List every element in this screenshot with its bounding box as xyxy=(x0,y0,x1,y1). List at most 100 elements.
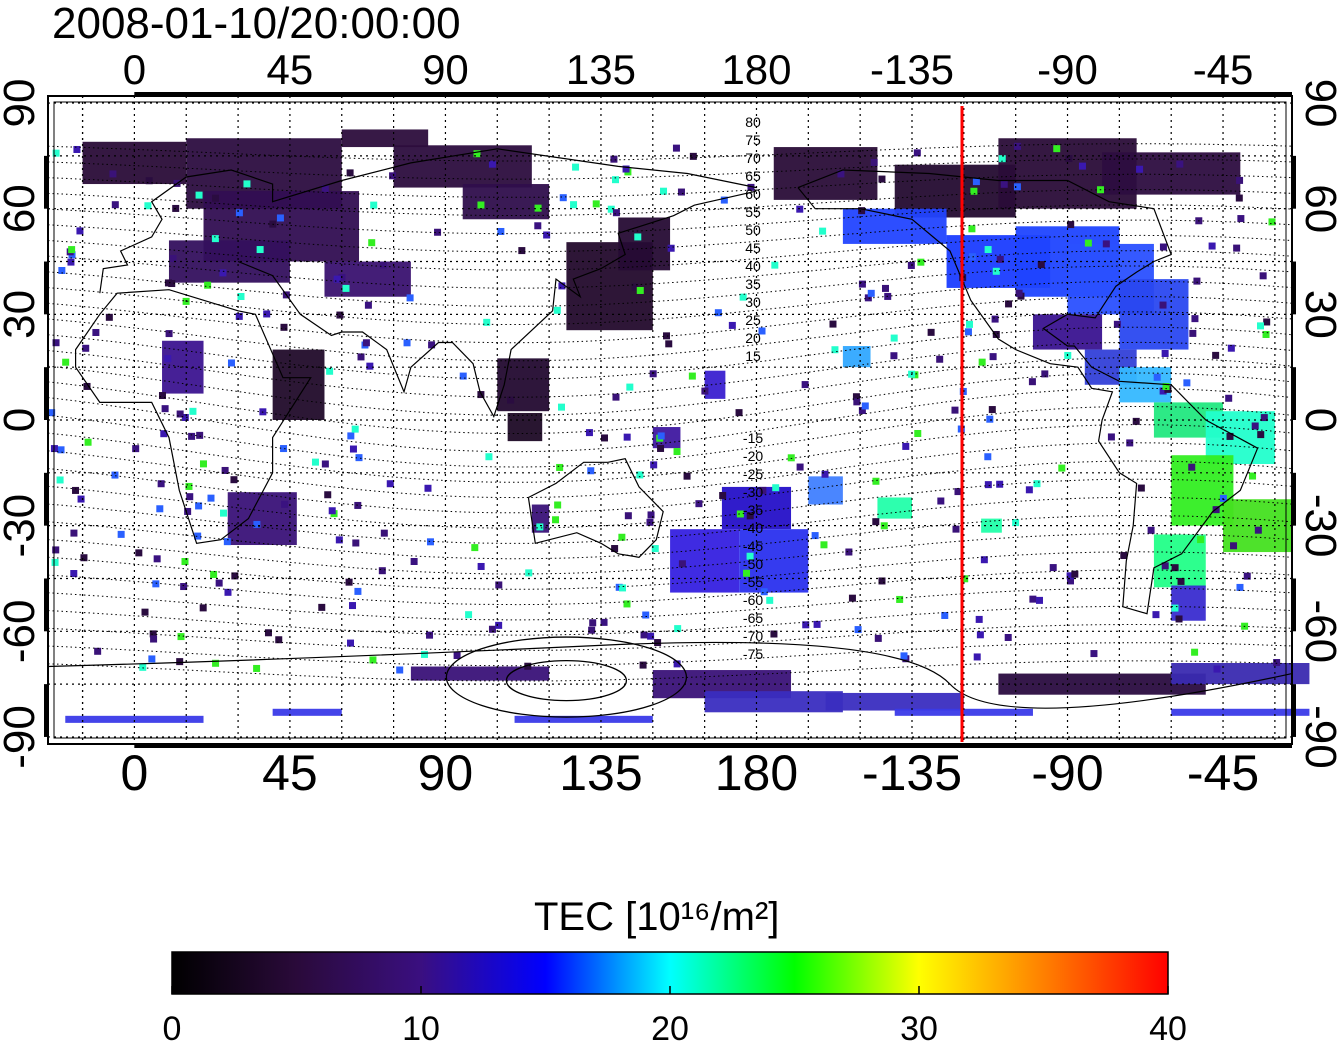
frame-bar xyxy=(44,261,48,315)
tec-pixel xyxy=(907,261,915,269)
tec-pixel xyxy=(927,328,935,336)
magnetic-lat-label: -55 xyxy=(743,574,763,590)
magnetic-lat-label: 35 xyxy=(745,276,761,292)
tec-pixel xyxy=(72,486,80,494)
tec-data-layer xyxy=(48,129,1310,723)
tec-pixel xyxy=(335,536,343,544)
tec-pixel xyxy=(534,204,542,212)
tec-pixel xyxy=(253,664,261,672)
tec-patch xyxy=(773,147,878,200)
tec-pixel xyxy=(507,396,515,404)
tec-pixel xyxy=(787,454,795,462)
tec-pixel xyxy=(349,445,357,453)
coastline xyxy=(99,148,757,294)
tec-pixel xyxy=(153,555,161,563)
tec-pixel xyxy=(677,188,685,196)
lat-label-right: 0 xyxy=(1296,408,1340,432)
graticule xyxy=(48,96,1292,744)
tec-pixel xyxy=(1212,351,1220,359)
tec-pixel xyxy=(854,626,862,634)
tec-pixel xyxy=(1197,536,1205,544)
tec-pixel xyxy=(636,286,644,294)
tec-patch xyxy=(272,708,342,716)
tec-pixel xyxy=(880,522,888,530)
tec-pixel xyxy=(984,481,992,489)
tec-pixel xyxy=(220,509,228,517)
tec-pixel xyxy=(913,149,921,157)
tec-pixel xyxy=(256,246,264,254)
tec-pixel xyxy=(695,500,703,508)
tec-pixel xyxy=(221,466,229,474)
tec-pixel xyxy=(1066,577,1074,585)
lat-label-left: -30 xyxy=(0,494,44,558)
tec-pixel xyxy=(743,569,751,577)
tec-patch xyxy=(842,208,947,244)
tec-patch xyxy=(65,715,204,723)
tec-pixel xyxy=(92,328,100,336)
tec-pixel xyxy=(861,402,869,410)
tec-pixel xyxy=(872,518,880,526)
lat-label-left: -60 xyxy=(0,600,44,664)
tec-pixel xyxy=(673,448,681,456)
tec-pixel xyxy=(105,313,113,321)
tec-pixel xyxy=(689,152,697,160)
magnetic-lat-label: 40 xyxy=(745,258,761,274)
tec-pixel xyxy=(161,405,169,413)
tec-pixel xyxy=(157,480,165,488)
tec-pixel xyxy=(1257,431,1265,439)
tec-pixel xyxy=(224,588,232,596)
tec-colorbar: TEC [10¹⁶/m²] 0 10 20 30 40 xyxy=(163,895,1187,1042)
tec-pixel xyxy=(1049,564,1057,572)
tec-pixel xyxy=(858,280,866,288)
tec-pixel xyxy=(326,367,334,375)
tec-pixel xyxy=(227,359,235,367)
tec-pixel xyxy=(968,225,976,233)
tec-pixel xyxy=(386,480,394,488)
tec-pixel xyxy=(1013,183,1021,191)
magnetic-lat-label: -30 xyxy=(743,484,763,500)
tec-pixel xyxy=(1171,604,1179,612)
frame-bar xyxy=(44,367,48,420)
tec-pixel xyxy=(572,163,580,171)
colorbar-title: TEC [10¹⁶/m²] xyxy=(534,895,779,939)
tec-pixel xyxy=(667,244,675,252)
tec-pixel xyxy=(647,511,655,519)
tec-pixel xyxy=(657,432,665,440)
tec-pixel xyxy=(874,634,882,642)
magnetic-lat-label: 25 xyxy=(745,312,761,328)
tec-pixel xyxy=(992,330,1000,338)
coastline xyxy=(75,289,312,544)
magnetic-contour xyxy=(47,204,1293,235)
lon-label-bottom: 180 xyxy=(715,745,798,801)
tec-pixel xyxy=(612,176,620,184)
tec-pixel xyxy=(1226,432,1234,440)
tec-pixel xyxy=(1183,379,1191,387)
tec-pixel xyxy=(1249,472,1257,480)
frame-bar xyxy=(44,684,48,737)
tec-pixel xyxy=(196,431,204,439)
tec-pixel xyxy=(1176,160,1184,168)
magnetic-lat-label: 50 xyxy=(745,222,761,238)
tec-pixel xyxy=(1237,215,1245,223)
tec-pixel xyxy=(346,169,354,177)
tec-pixel xyxy=(354,587,362,595)
tec-pixel xyxy=(588,626,596,634)
tec-pixel xyxy=(62,358,70,366)
lon-label-bottom: 45 xyxy=(262,745,318,801)
map-inner-border xyxy=(53,101,1287,739)
tec-pixel xyxy=(473,150,481,158)
magnetic-lat-label: -60 xyxy=(743,592,763,608)
lat-label-left: 90 xyxy=(0,79,44,128)
tec-pixel xyxy=(1005,300,1013,308)
tec-pixel xyxy=(600,434,608,442)
tec-pixel xyxy=(495,581,503,589)
magnetic-contour xyxy=(47,587,1293,621)
tec-pixel xyxy=(354,501,362,509)
tec-pixel xyxy=(181,558,189,566)
magnetic-lat-label: -15 xyxy=(743,430,763,446)
tec-pixel xyxy=(881,284,889,292)
tec-pixel xyxy=(1025,486,1033,494)
tec-pixel xyxy=(264,629,272,637)
tec-pixel xyxy=(1161,349,1169,357)
tec-pixel xyxy=(280,445,288,453)
